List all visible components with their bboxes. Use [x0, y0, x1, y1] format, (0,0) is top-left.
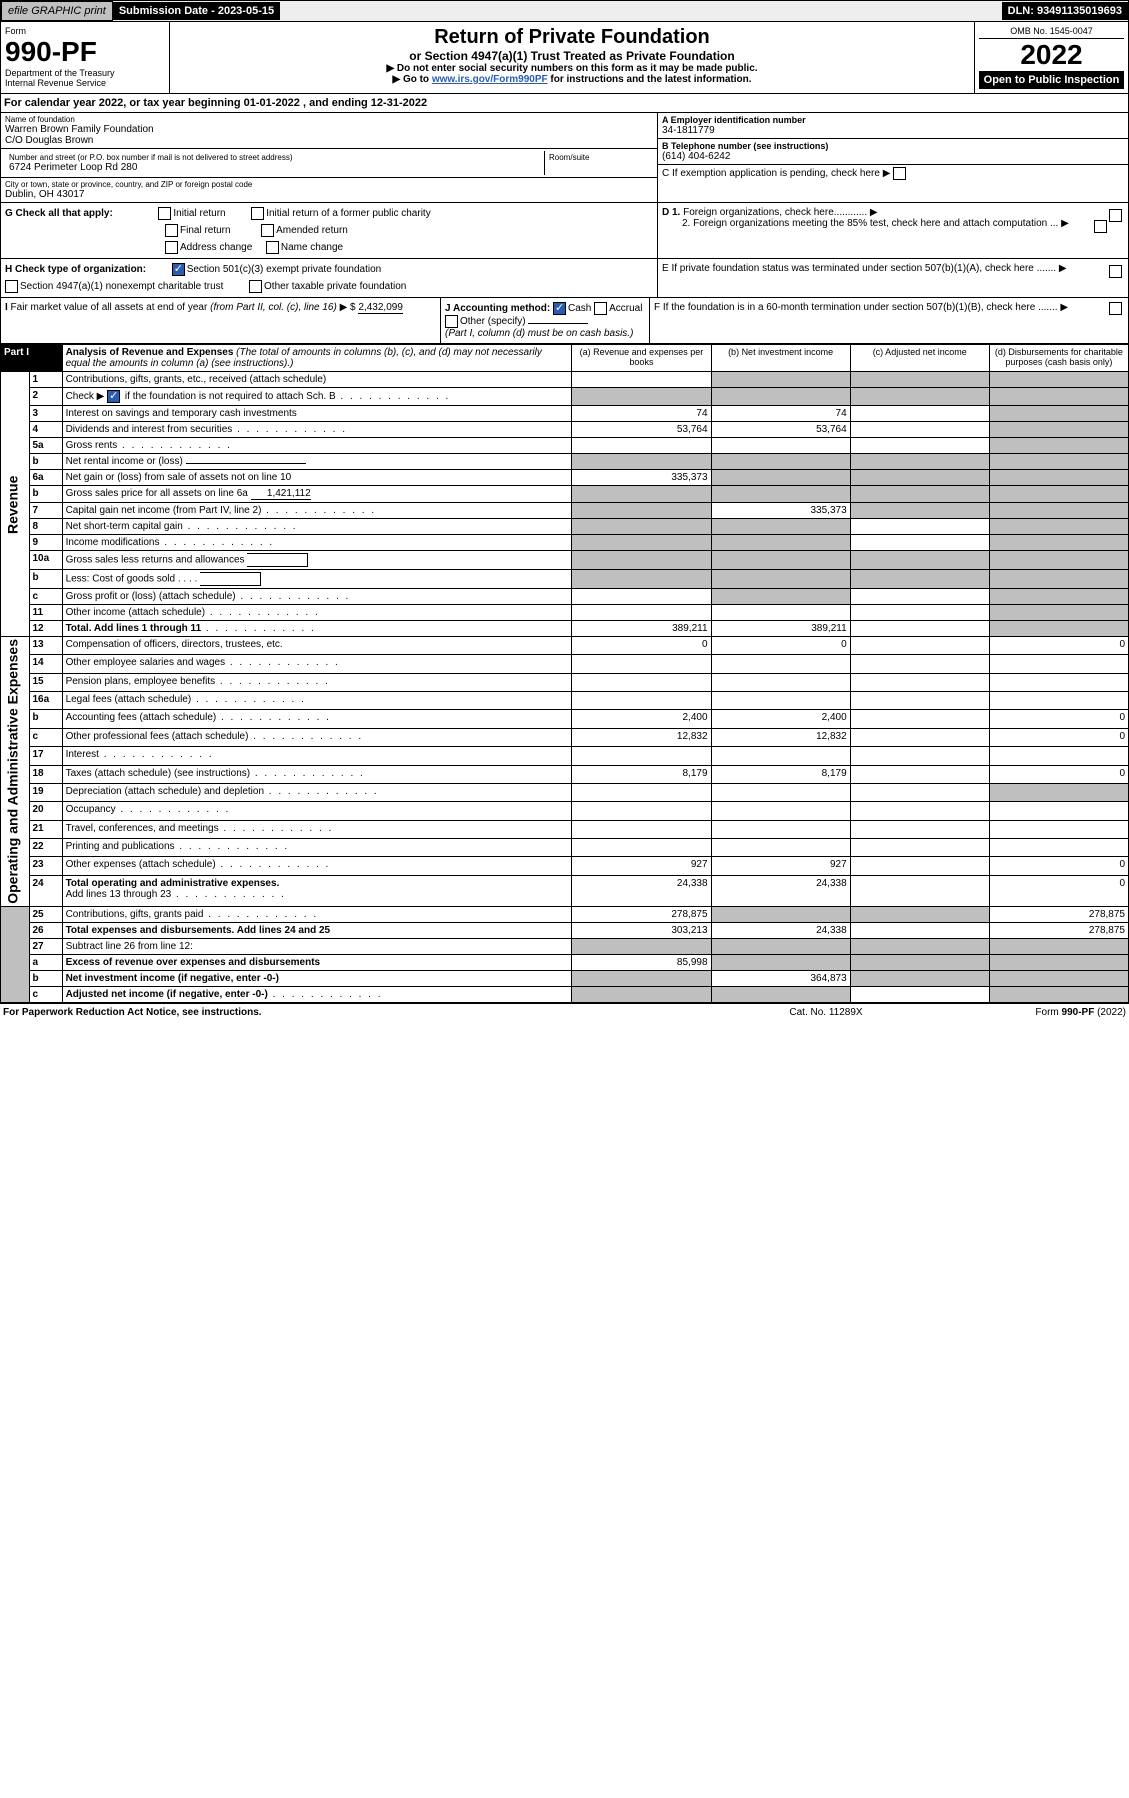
j-accrual-cb[interactable] — [594, 302, 607, 315]
g-address: Address change — [180, 242, 252, 253]
g-amended: Amended return — [276, 225, 348, 236]
addr-label: Number and street (or P.O. box number if… — [9, 153, 540, 162]
j-cash-cb[interactable] — [553, 302, 566, 315]
footer-cat: Cat. No. 11289X — [726, 1007, 926, 1018]
revenue-label: Revenue — [1, 372, 30, 637]
dept: Department of the Treasury — [5, 68, 165, 78]
g-amended-cb[interactable] — [261, 224, 274, 237]
page-title: Return of Private Foundation — [174, 26, 970, 49]
d1-cb[interactable] — [1109, 209, 1122, 222]
col-d: (d) Disbursements for charitable purpose… — [989, 345, 1128, 372]
part1-tab: Part I — [1, 345, 63, 372]
col-b: (b) Net investment income — [711, 345, 850, 372]
g-initial-former: Initial return of a former public charit… — [266, 208, 431, 219]
c-checkbox[interactable] — [893, 167, 906, 180]
city: Dublin, OH 43017 — [5, 189, 653, 200]
g-initial-former-cb[interactable] — [251, 207, 264, 220]
d2-cb[interactable] — [1094, 220, 1107, 233]
h-label: H Check type of organization: — [5, 264, 146, 275]
schb-cb[interactable] — [107, 390, 120, 403]
e-cb[interactable] — [1109, 265, 1122, 278]
part1-desc: Analysis of Revenue and Expenses (The to… — [62, 345, 572, 372]
h-501c3-cb[interactable] — [172, 263, 185, 276]
note1: ▶ Do not enter social security numbers o… — [174, 63, 970, 74]
g-address-cb[interactable] — [165, 241, 178, 254]
g-name: Name change — [281, 242, 343, 253]
h-other-cb[interactable] — [249, 280, 262, 293]
g-final: Final return — [180, 225, 231, 236]
h-501c3: Section 501(c)(3) exempt private foundat… — [187, 264, 382, 275]
calendar-year: For calendar year 2022, or tax year begi… — [0, 94, 1129, 113]
d2: 2. Foreign organizations meeting the 85%… — [682, 218, 1058, 229]
efile-print-button[interactable]: efile GRAPHIC print — [1, 1, 113, 21]
city-label: City or town, state or province, country… — [5, 180, 653, 189]
ein: 34-1811779 — [662, 125, 1124, 136]
e-text: E If private foundation status was termi… — [662, 263, 1056, 274]
foundation-co: C/O Douglas Brown — [5, 135, 653, 146]
analysis-table: Part I Analysis of Revenue and Expenses … — [0, 344, 1129, 1003]
subtitle: or Section 4947(a)(1) Trust Treated as P… — [174, 49, 970, 63]
j-cash: Cash — [568, 303, 591, 314]
dln: DLN: 93491135019693 — [1002, 2, 1128, 20]
h-other: Other taxable private foundation — [264, 281, 406, 292]
address: 6724 Perimeter Loop Rd 280 — [9, 162, 540, 173]
form-label: Form — [5, 26, 165, 36]
tax-year: 2022 — [979, 39, 1124, 71]
d1: D 1. Foreign organizations, check here..… — [662, 207, 867, 218]
g-initial: Initial return — [173, 208, 225, 219]
g-initial-cb[interactable] — [158, 207, 171, 220]
room-label: Room/suite — [549, 153, 649, 162]
h-4947-cb[interactable] — [5, 280, 18, 293]
note2: ▶ Go to www.irs.gov/Form990PF for instru… — [174, 74, 970, 85]
footer-form: Form 990-PF (2022) — [926, 1007, 1126, 1018]
j-other: Other (specify) — [460, 316, 526, 327]
submission-date-label: Submission Date - 2023-05-15 — [113, 2, 280, 20]
col-c: (c) Adjusted net income — [850, 345, 989, 372]
f-cb[interactable] — [1109, 302, 1122, 315]
h-4947: Section 4947(a)(1) nonexempt charitable … — [20, 281, 223, 292]
form-number: 990-PF — [5, 36, 165, 68]
i-label: I Fair market value of all assets at end… — [5, 302, 358, 313]
irs: Internal Revenue Service — [5, 78, 165, 88]
omb: OMB No. 1545-0047 — [979, 26, 1124, 39]
name-label: Name of foundation — [5, 115, 653, 124]
opex-label: Operating and Administrative Expenses — [1, 637, 30, 907]
j-label: J Accounting method: — [445, 303, 550, 314]
ein-label: A Employer identification number — [662, 115, 1124, 125]
j-accrual: Accrual — [609, 303, 642, 314]
telephone: (614) 404-6242 — [662, 151, 1124, 162]
j-note: (Part I, column (d) must be on cash basi… — [445, 328, 633, 339]
foundation-name: Warren Brown Family Foundation — [5, 124, 653, 135]
c-exempt: C If exemption application is pending, c… — [662, 168, 880, 179]
tel-label: B Telephone number (see instructions) — [662, 141, 1124, 151]
open-public: Open to Public Inspection — [979, 71, 1124, 89]
col-a: (a) Revenue and expenses per books — [572, 345, 711, 372]
irs-link[interactable]: www.irs.gov/Form990PF — [432, 74, 548, 85]
j-other-cb[interactable] — [445, 315, 458, 328]
g-name-cb[interactable] — [266, 241, 279, 254]
g-final-cb[interactable] — [165, 224, 178, 237]
footer-left: For Paperwork Reduction Act Notice, see … — [3, 1007, 726, 1018]
g-label: G Check all that apply: — [5, 208, 113, 219]
i-value: 2,432,099 — [358, 302, 403, 314]
f-text: F If the foundation is in a 60-month ter… — [654, 302, 1058, 313]
